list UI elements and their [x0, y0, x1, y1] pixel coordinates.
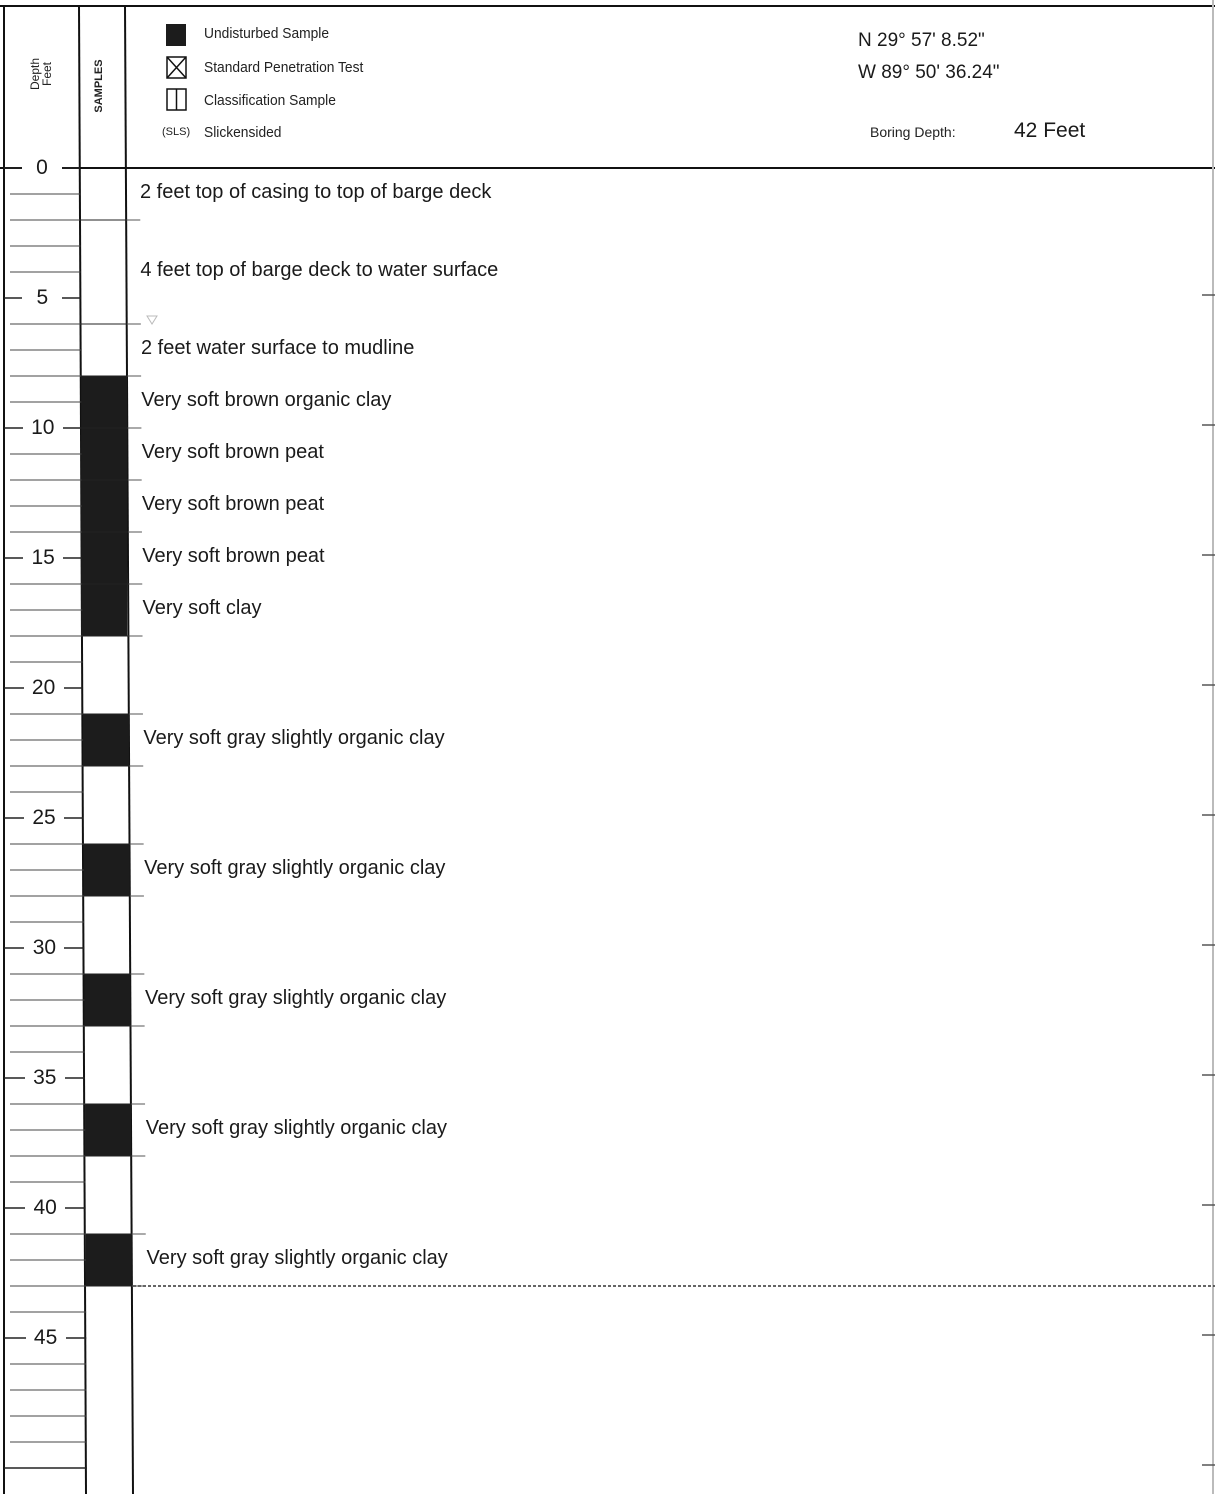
samples-column — [81, 376, 132, 1286]
legend-icons — [166, 24, 187, 111]
sample-block — [85, 1234, 132, 1286]
latitude: N 29° 57' 8.52" — [858, 30, 985, 51]
layer-description: Very soft gray slightly organic clay — [146, 1247, 448, 1269]
depth-tick-label: 40 — [25, 1197, 66, 1219]
legend-spt-label: Standard Penetration Test — [204, 59, 364, 76]
boring-depth-label: Boring Depth: — [870, 124, 956, 140]
depth-scale — [4, 167, 1215, 1469]
depth-tick-label: 5 — [22, 287, 63, 309]
layer-description: Very soft brown peat — [141, 441, 324, 463]
layer-description: 2 feet top of casing to top of barge dec… — [140, 181, 492, 203]
spt-icon — [166, 56, 187, 79]
sample-block — [82, 714, 129, 766]
boring-depth-value: 42 Feet — [1014, 119, 1086, 142]
samples-column-header: SAMPLES — [93, 59, 105, 113]
layer-description: Very soft gray slightly organic clay — [145, 1117, 447, 1139]
water-level-icon — [146, 315, 158, 325]
sample-block — [84, 974, 131, 1026]
layer-description: 4 feet top of barge deck to water surfac… — [140, 259, 499, 281]
depth-tick-label: 30 — [24, 937, 65, 959]
layer-description: Very soft gray slightly organic clay — [144, 987, 447, 1009]
sample-block — [83, 844, 130, 896]
spt-icon-diag2 — [166, 56, 187, 79]
depth-tick-label: 35 — [24, 1067, 65, 1089]
sample-block — [85, 1104, 132, 1156]
depth-header-line2: Feet — [40, 62, 54, 87]
layer-description: Very soft brown peat — [141, 493, 325, 515]
legend-slickensided-label: Slickensided — [204, 124, 282, 141]
depth-tick-label: 0 — [22, 157, 62, 179]
depth-tick-label: 10 — [22, 417, 63, 439]
depth-tick-label: 45 — [25, 1327, 66, 1349]
depth-tick-label: 25 — [24, 807, 64, 829]
depth-column-edge — [78, 5, 87, 1494]
layer-description: Very soft brown peat — [142, 545, 325, 567]
layer-description: 2 feet water surface to mudline — [140, 337, 415, 359]
layer-divider-lines — [80, 219, 1215, 1287]
legend-sls-abbr: (SLS) — [162, 126, 191, 138]
layer-description: Very soft clay — [142, 597, 262, 619]
depth-column-header: Depth Feet — [28, 49, 54, 99]
undisturbed-sample-icon — [166, 24, 186, 46]
longitude: W 89° 50' 36.24" — [858, 62, 1000, 83]
depth-tick-label: 15 — [23, 547, 64, 569]
layer-description: Very soft gray slightly organic clay — [144, 857, 446, 879]
layer-description: Very soft brown organic clay — [141, 389, 392, 411]
depth-tick-label: 20 — [23, 677, 64, 699]
layer-description: Very soft gray slightly organic clay — [143, 727, 445, 749]
legend-classification-label: Classification Sample — [204, 92, 336, 109]
legend-undisturbed-label: Undisturbed Sample — [204, 25, 330, 42]
sample-block — [81, 376, 128, 636]
